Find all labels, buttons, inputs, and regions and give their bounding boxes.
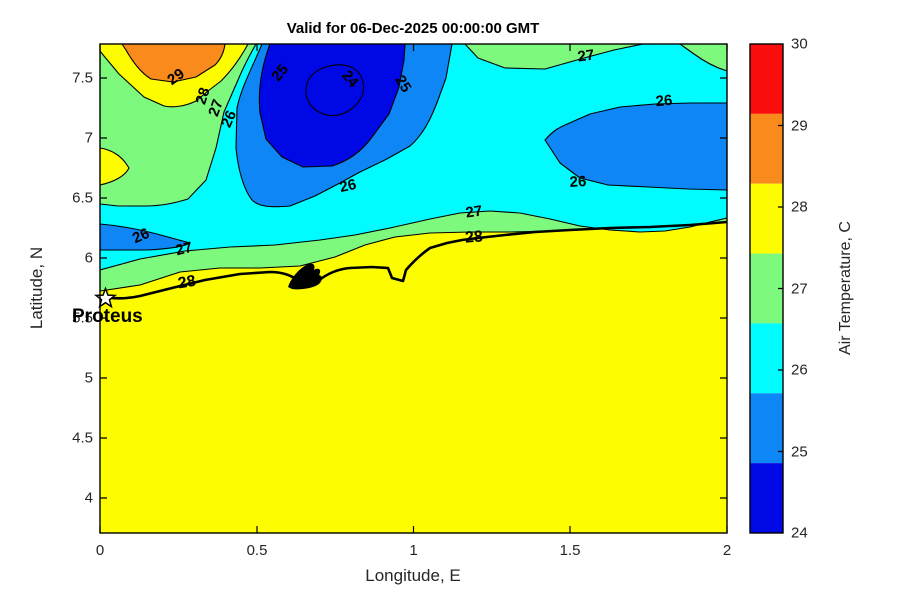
contour-label-28-thick: 28 xyxy=(464,228,484,247)
x-tick-label: 1 xyxy=(409,542,418,559)
colorbar-frame xyxy=(749,43,784,534)
x-tick-label: 2 xyxy=(722,542,732,559)
contour-label-28-thick: 28 xyxy=(176,272,198,293)
colorbar-segment-darkblue xyxy=(750,463,783,533)
y-axis-label: Latitude, N xyxy=(27,246,46,330)
proteus-star-marker xyxy=(93,286,118,309)
plot-title: Valid for 06-Dec-2025 00:00:00 GMT xyxy=(286,20,540,37)
colorbar-segment-cyan xyxy=(750,323,783,394)
region-fill-blue-northeast xyxy=(544,102,727,191)
colorbar-tick-label: 28 xyxy=(791,198,808,216)
colorbar-tick-label: 30 xyxy=(791,35,808,53)
y-tick-label: 5 xyxy=(84,369,93,387)
y-tick-label: 4.5 xyxy=(72,429,93,447)
contour-line-24-closed xyxy=(305,64,365,117)
region-fill-darkblue-24-25 xyxy=(258,44,406,168)
x-axis-label: Longitude, E xyxy=(365,566,461,585)
contour-label-26: 26 xyxy=(569,173,587,191)
colorbar-segment-blue xyxy=(750,393,783,464)
contour-label-27: 27 xyxy=(576,46,596,66)
y-tick-label: 6 xyxy=(84,249,93,267)
colorbar-segment-red xyxy=(750,44,783,114)
y-tick-label: 7 xyxy=(84,129,93,147)
proteus-station-label: Proteus xyxy=(72,306,143,327)
region-fill-orange-29-30 xyxy=(121,44,226,83)
colorbar-segment-green xyxy=(750,253,783,324)
colorbar-tick-label: 25 xyxy=(791,443,808,460)
colorbar xyxy=(749,43,784,534)
x-tick-label: 0.5 xyxy=(246,542,268,559)
contour-label-26: 26 xyxy=(654,91,674,111)
region-fill-blue-west-wedge xyxy=(100,223,191,251)
colorbar-tick-marks xyxy=(778,124,783,453)
clabel-squiggle xyxy=(288,263,322,290)
y-tick-label: 4 xyxy=(84,489,93,507)
region-fill-yellow-west-wedge xyxy=(100,147,130,186)
x-tick-label: 0 xyxy=(95,542,105,559)
contour-label-27: 27 xyxy=(464,202,484,222)
contour-label-26: 26 xyxy=(338,175,358,197)
colorbar-tick-label: 26 xyxy=(791,361,808,379)
y-tick-label: 6.5 xyxy=(72,189,93,207)
y-tick-label: 5.5 xyxy=(72,309,93,327)
colorbar-tick-label: 27 xyxy=(791,280,808,297)
colorbar-label: Air Temperature, C xyxy=(837,221,854,355)
region-fill-green-north-strip xyxy=(464,44,644,70)
colorbar-tick-label: 24 xyxy=(791,524,808,542)
x-tick-label: 1.5 xyxy=(559,542,581,559)
colorbar-segment-orange xyxy=(750,113,783,184)
colorbar-segment-yellow xyxy=(750,183,783,254)
y-tick-label: 7.5 xyxy=(72,69,93,87)
plot-border xyxy=(99,43,728,534)
isotherm-28-thick-line xyxy=(100,220,727,300)
colorbar-tick-label: 29 xyxy=(791,117,808,134)
